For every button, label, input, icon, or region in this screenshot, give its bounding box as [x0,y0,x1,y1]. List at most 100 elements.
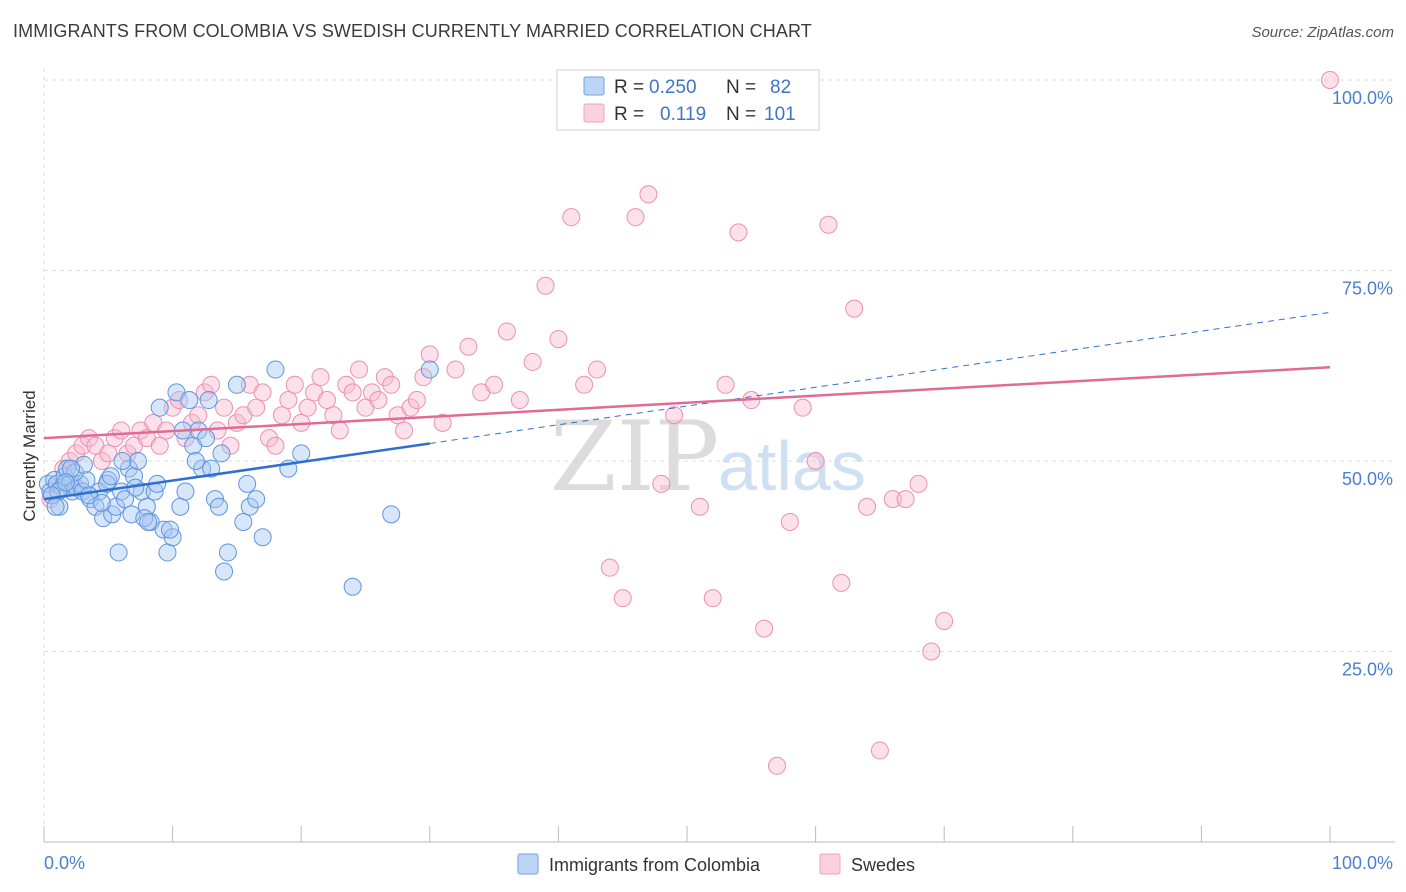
data-point [266,436,285,455]
data-point [549,330,568,349]
data-point [209,497,228,516]
data-point [202,375,221,394]
y-tick-label: 50.0% [1342,469,1393,489]
data-point [158,543,177,562]
data-point [62,459,81,478]
data-point [909,474,928,493]
trendline-swedes [43,366,1331,440]
data-point [510,391,529,410]
data-point [407,391,426,410]
data-point [523,352,542,371]
series-label-swedes: Swedes [851,855,915,875]
legend-swatch-colombia [583,76,605,96]
data-point [99,444,118,463]
data-point [433,413,452,432]
data-point [128,452,147,470]
data-point [317,391,336,410]
data-point [362,383,381,402]
data-point [1321,71,1339,89]
data-point [154,520,173,539]
data-point [285,375,304,394]
data-point [324,406,343,425]
data-point [240,497,259,516]
data-point [716,375,735,394]
legend-r-value-2: 0.119 [660,104,706,125]
data-point [613,589,632,608]
data-point [253,528,272,547]
data-point [922,642,941,661]
legend-r-value-1: 0.250 [649,77,697,98]
chart-title: IMMIGRANTS FROM COLOMBIA VS SWEDISH CURR… [13,21,812,41]
data-point [238,474,257,493]
data-point [883,490,902,509]
legend-r-label-1: R = [614,77,644,98]
data-point [793,398,812,417]
y-axis-label: Currently Married [20,390,39,521]
data-point [935,612,954,631]
data-point [116,490,135,509]
data-point [221,436,240,455]
data-point [266,360,285,379]
data-point [819,215,838,234]
data-point [212,444,231,463]
trendline-colombia [43,442,430,501]
data-point [56,473,75,492]
data-point [375,368,394,387]
legend-n-label-1: N = [726,77,756,98]
data-point [112,421,131,440]
data-point [587,360,606,379]
data-point [350,360,369,379]
data-point [652,474,671,493]
trendlines [43,311,1331,501]
data-point [272,406,291,425]
data-point [639,185,658,204]
data-point [218,543,237,562]
y-tick-label: 25.0% [1342,660,1393,680]
data-point [845,299,864,318]
data-point [575,375,594,394]
data-point [414,368,433,387]
data-point [176,482,195,501]
data-point [94,509,113,528]
trendline-colombia-extension [429,311,1331,444]
data-point [382,375,401,394]
data-point [536,276,555,295]
legend-r-label-2: R = [614,104,644,125]
data-point [189,406,208,425]
data-point [729,223,748,242]
data-point [806,452,825,470]
data-point [247,398,266,417]
data-point [80,429,99,448]
data-point [150,398,169,417]
data-point [182,413,201,432]
data-point [199,391,218,410]
data-point [330,421,349,440]
data-point [202,459,221,478]
data-point [382,505,401,524]
data-point [109,543,128,562]
data-point [139,512,158,531]
data-point [125,467,144,486]
data-point [46,497,65,516]
data-point [858,497,877,516]
y-tick-labels: 25.0% 50.0% 75.0% 100.0% [1332,88,1393,680]
data-point [401,398,420,417]
correlation-legend: R = 0.250 N = 82 R = 0.119 N = 101 [556,69,820,131]
y-tick-label: 100.0% [1332,88,1393,108]
data-point [665,406,684,425]
data-point [171,497,190,516]
legend-n-label-2: N = [726,104,756,125]
data-point [247,490,266,509]
series-swatch-swedes [819,853,841,875]
data-point [311,368,330,387]
series-legend: Immigrants from Colombia Swedes [517,853,915,875]
data-point [420,345,439,364]
data-point [420,360,439,379]
watermark-zip: ZIP [550,401,719,513]
data-point [768,756,787,775]
data-point [215,562,234,581]
legend-n-value-2: 101 [764,104,796,125]
data-point [253,383,272,402]
data-point [279,391,298,410]
